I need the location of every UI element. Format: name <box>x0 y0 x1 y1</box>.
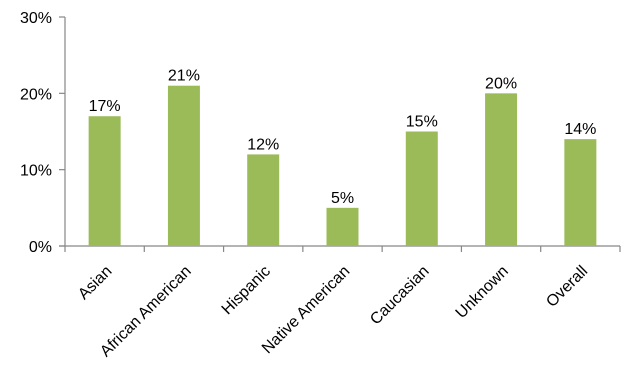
bar-caucasian <box>405 131 438 246</box>
x-tick-label: Native American <box>259 263 353 357</box>
y-tick-label: 30% <box>20 10 52 27</box>
data-label: 14% <box>564 121 596 138</box>
y-tick-label: 20% <box>20 86 52 103</box>
data-label: 17% <box>89 98 121 115</box>
data-label: 15% <box>406 114 438 131</box>
x-tick-label: Overall <box>543 263 591 311</box>
x-tick-label: Unknown <box>453 263 512 322</box>
y-tick-label: 10% <box>20 163 52 180</box>
bar-overall <box>564 139 597 246</box>
data-label: 5% <box>331 190 354 207</box>
bar-hispanic <box>247 154 280 246</box>
data-label: 21% <box>168 68 200 85</box>
data-label: 20% <box>485 75 517 92</box>
x-tick-label: Asian <box>75 263 115 303</box>
y-tick-label: 0% <box>29 239 52 256</box>
x-tick-label: Hispanic <box>219 263 274 318</box>
bar-african-american <box>167 85 200 246</box>
bar-unknown <box>485 93 518 246</box>
chart-bars <box>88 85 597 246</box>
bar-native-american <box>326 207 359 246</box>
x-tick-label: Caucasian <box>367 263 432 328</box>
bar-asian <box>88 116 121 246</box>
data-label: 12% <box>247 136 279 153</box>
